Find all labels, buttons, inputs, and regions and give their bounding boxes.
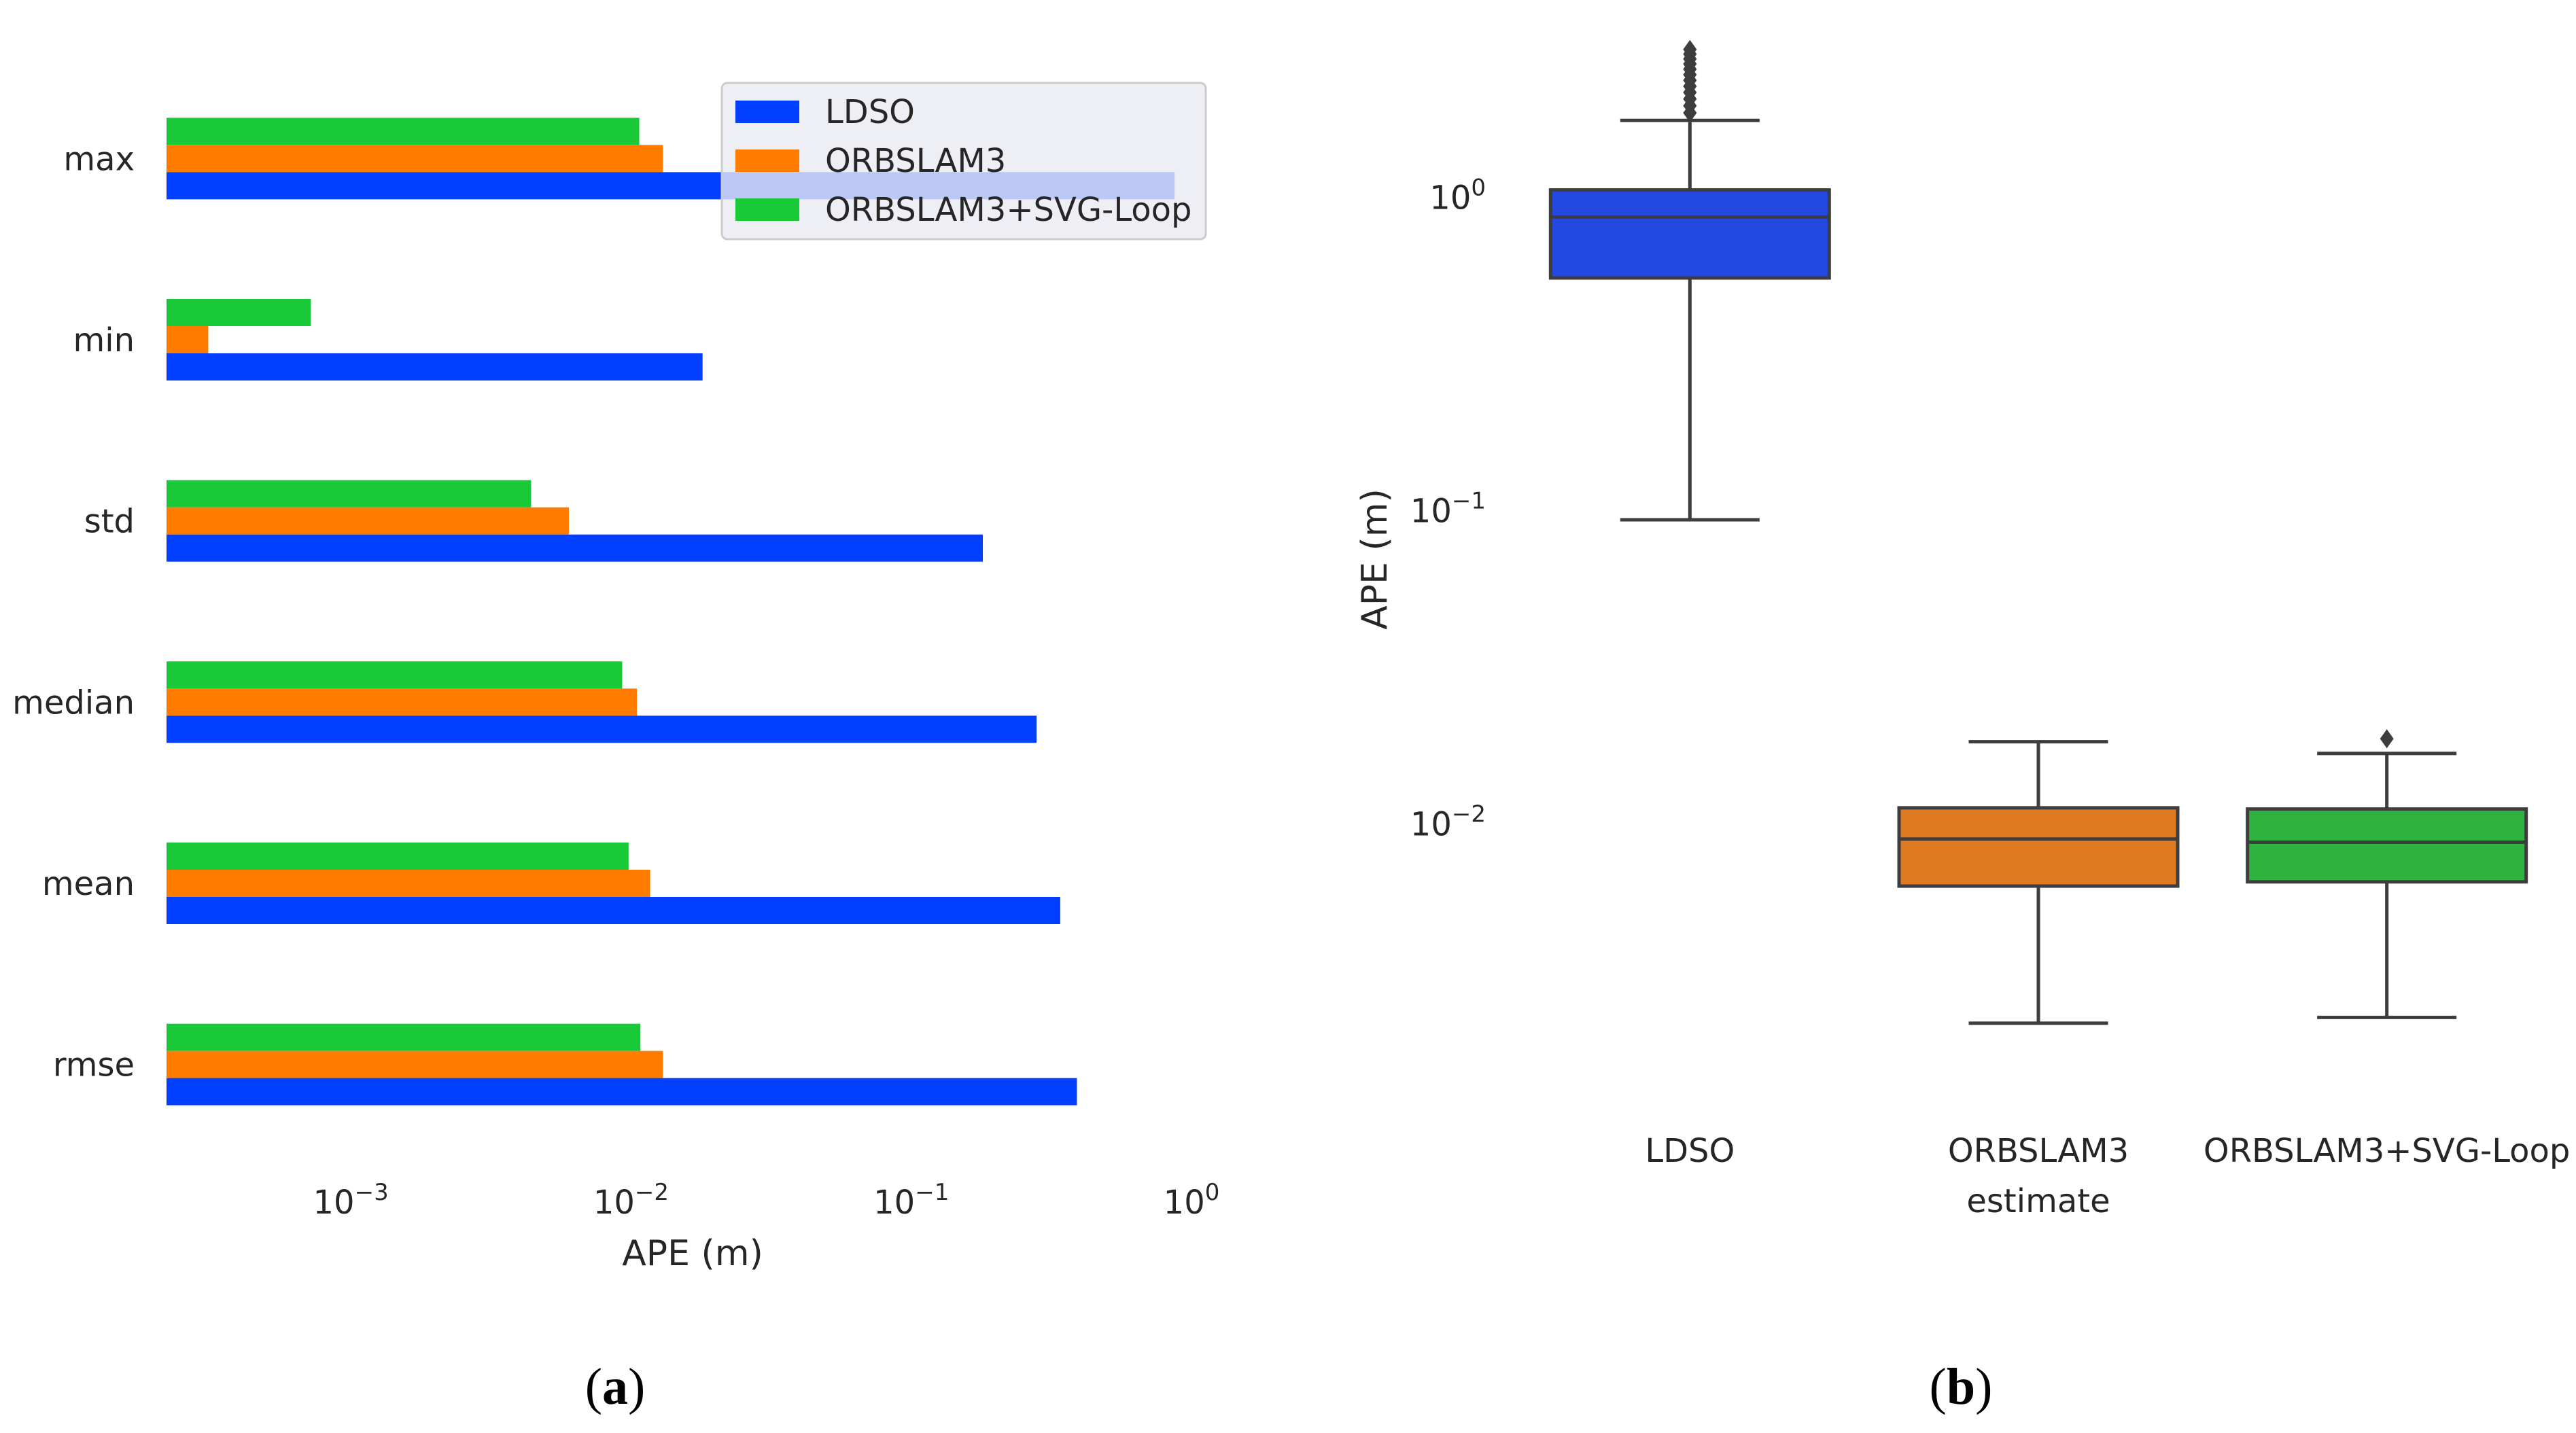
category-label-rmse: rmse — [53, 1046, 135, 1084]
category-label: ORBSLAM3+SVG-Loop — [2204, 1132, 2570, 1170]
y-tick-label: 10−2 — [1410, 801, 1486, 844]
x-tick-label: 10−2 — [593, 1179, 669, 1222]
x-tick-label: 10−3 — [313, 1179, 389, 1222]
y-tick-label: 100 — [1429, 174, 1486, 217]
y-tick-label-exponent: 0 — [1471, 174, 1486, 201]
caption-letter: b — [1947, 1358, 1975, 1415]
x-tick-label-exponent: 0 — [1205, 1179, 1220, 1206]
x-tick-labels: 10−3 10−2 10−1 100 — [313, 1179, 1220, 1222]
y-tick-label-base: 10 — [1429, 179, 1471, 217]
gridlines — [1516, 195, 2561, 825]
boxes — [1548, 39, 2528, 1025]
caption-paren-open: ( — [585, 1358, 602, 1415]
bar-median-ldso — [167, 715, 1037, 743]
box-ldso — [1548, 39, 1831, 522]
legend-swatch — [735, 149, 799, 172]
category-label-median: median — [12, 684, 135, 722]
legend-label: LDSO — [825, 93, 915, 131]
caption-a: (a) — [585, 1358, 646, 1415]
bar-rmse-ldso — [167, 1078, 1077, 1105]
bar-median-orbslam3-svg-loop — [167, 661, 623, 689]
y-tick-label: 10−1 — [1410, 487, 1486, 530]
x-tick-label-base: 10 — [1164, 1184, 1205, 1222]
caption-b: (b) — [1930, 1358, 1993, 1415]
outlier-point — [2380, 729, 2394, 749]
bar-mean-orbslam3 — [167, 870, 650, 897]
category-labels: LDSO ORBSLAM3 estimate ORBSLAM3+SVG-Loop — [1645, 1132, 2570, 1220]
box-orbslam3 — [1897, 740, 2180, 1025]
bar-mean-ldso — [167, 897, 1060, 924]
caption-paren-close: ) — [1975, 1358, 1992, 1415]
x-tick-label: 100 — [1164, 1179, 1220, 1222]
y-tick-label-exponent: −1 — [1452, 487, 1486, 514]
category-labels: max min std median mean rmse — [12, 140, 135, 1084]
caption-letter: a — [602, 1358, 628, 1415]
bars — [167, 118, 1175, 1105]
bar-max-orbslam3-svg-loop — [167, 118, 640, 145]
x-axis-label: APE (m) — [622, 1233, 763, 1274]
bar-min-orbslam3 — [167, 326, 209, 353]
category-label: LDSO — [1645, 1132, 1735, 1170]
category-label: estimate — [1966, 1182, 2110, 1220]
legend-label: ORBSLAM3 — [825, 142, 1006, 180]
legend-label: ORBSLAM3+SVG-Loop — [825, 191, 1191, 229]
y-axis-label: APE (m) — [1355, 489, 1395, 630]
x-tick-label-exponent: −1 — [915, 1179, 949, 1206]
category-label-max: max — [63, 140, 135, 178]
legend-swatch — [735, 198, 799, 221]
bar-std-orbslam3-svg-loop — [167, 480, 532, 508]
x-tick-label-base: 10 — [593, 1184, 635, 1222]
box-iqr — [2246, 807, 2528, 884]
bar-rmse-orbslam3-svg-loop — [167, 1023, 641, 1051]
box-orbslam3-svg-loop — [2246, 729, 2528, 1019]
category-label-std: std — [84, 503, 135, 541]
caption-paren-close: ) — [628, 1358, 645, 1415]
legend-swatch — [735, 101, 799, 123]
bar-std-ldso — [167, 534, 983, 562]
x-tick-label-base: 10 — [313, 1184, 355, 1222]
legend: LDSO ORBSLAM3 ORBSLAM3+SVG-Loop — [720, 82, 1207, 241]
caption-paren-open: ( — [1930, 1358, 1947, 1415]
category-label: ORBSLAM3 — [1948, 1132, 2129, 1170]
bar-min-ldso — [167, 353, 703, 381]
bar-min-orbslam3-svg-loop — [167, 299, 311, 326]
x-tick-label-exponent: −2 — [635, 1179, 669, 1206]
bar-mean-orbslam3-svg-loop — [167, 843, 629, 870]
outlier-point — [1683, 39, 1697, 59]
bar-median-orbslam3 — [167, 688, 638, 716]
box-iqr — [1548, 188, 1831, 280]
bar-max-orbslam3 — [167, 145, 663, 173]
y-tick-label-base: 10 — [1410, 492, 1452, 530]
bar-std-orbslam3 — [167, 507, 569, 535]
y-tick-label-base: 10 — [1410, 806, 1452, 844]
x-tick-label-base: 10 — [873, 1184, 915, 1222]
x-tick-label: 10−1 — [873, 1179, 949, 1222]
y-tick-label-exponent: −2 — [1452, 801, 1486, 828]
category-label-min: min — [73, 321, 135, 359]
legend-frame — [720, 82, 1207, 241]
bar-rmse-orbslam3 — [167, 1050, 663, 1078]
category-label-mean: mean — [42, 865, 135, 903]
box-iqr — [1897, 806, 2180, 888]
x-tick-label-exponent: −3 — [355, 1179, 389, 1206]
